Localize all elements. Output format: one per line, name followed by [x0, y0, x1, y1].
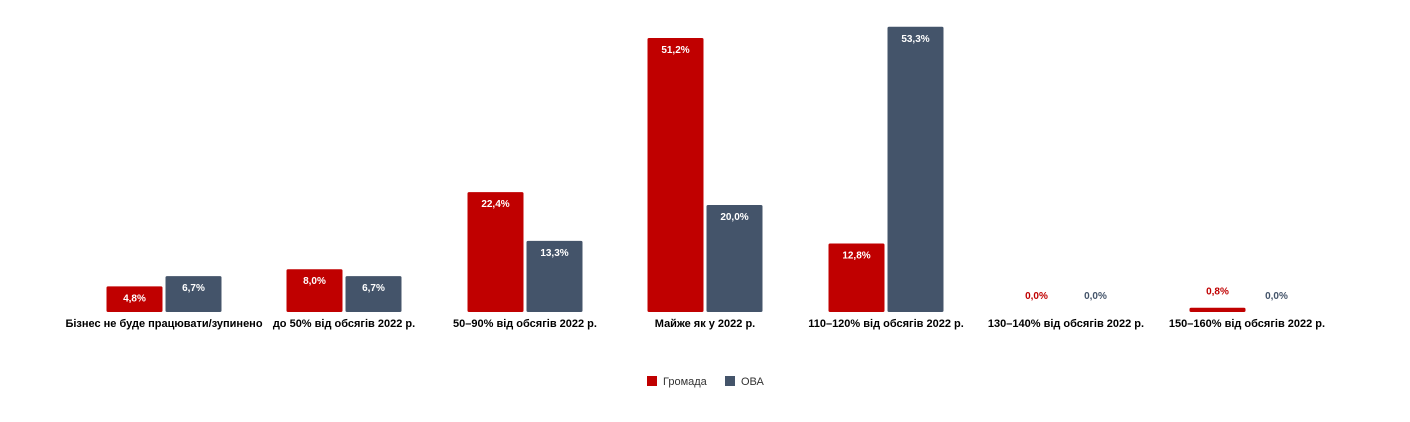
category-label-2: 50–90% від обсягів 2022 р.	[453, 318, 597, 330]
bar-hromada-3	[647, 38, 704, 312]
bar-hromada-4	[828, 243, 885, 312]
category-label-4: 110–120% від обсягів 2022 р.	[808, 318, 964, 330]
bar-ova-2	[526, 240, 583, 312]
value-label-hromada-6: 0,8%	[1206, 287, 1229, 298]
value-label-ova-2: 13,3%	[540, 248, 568, 259]
bar-ova-0	[165, 276, 222, 312]
bar-ova-3	[706, 204, 763, 312]
bar-hromada-2	[467, 192, 524, 312]
value-label-ova-0: 6,7%	[182, 283, 205, 294]
value-label-ova-3: 20,0%	[720, 212, 748, 223]
legend: Громада ОВА	[647, 376, 765, 388]
category-label-5: 130–140% від обсягів 2022 р.	[988, 318, 1144, 330]
legend-label-ova: ОВА	[741, 376, 765, 388]
category-label-1: до 50% від обсягів 2022 р.	[273, 318, 415, 330]
bar-hromada-1	[286, 269, 343, 312]
value-label-hromada-0: 4,8%	[123, 293, 146, 304]
value-label-hromada-3: 51,2%	[661, 45, 689, 56]
bar-ova-1	[345, 276, 402, 312]
value-label-ova-1: 6,7%	[362, 283, 385, 294]
bar-ova-4	[887, 26, 944, 312]
value-label-ova-5: 0,0%	[1084, 291, 1107, 302]
category-label-3: Майже як у 2022 р.	[655, 318, 755, 330]
legend-label-hromada: Громада	[663, 376, 708, 388]
value-label-ova-6: 0,0%	[1265, 291, 1288, 302]
value-label-hromada-1: 8,0%	[303, 276, 326, 287]
bar-hromada-6	[1189, 307, 1246, 312]
value-label-hromada-5: 0,0%	[1025, 291, 1048, 302]
category-label-6: 150–160% від обсягів 2022 р.	[1169, 318, 1325, 330]
value-label-hromada-4: 12,8%	[842, 251, 870, 262]
value-labels-group: 4,8% 6,7% 8,0% 6,7% 22,4% 13,3% 51,2% 20,0% 12,8…	[123, 34, 1288, 305]
legend-swatch-ova	[725, 376, 735, 386]
bars-group	[106, 26, 1246, 312]
category-label-0: Бізнес не буде працювати/зупинено	[65, 318, 262, 330]
value-label-ova-4: 53,3%	[901, 34, 929, 45]
bar-hromada-0	[106, 286, 163, 312]
value-label-hromada-2: 22,4%	[481, 199, 509, 210]
category-labels-group: Бізнес не буде працювати/зупинено до 50% …	[65, 318, 1325, 330]
legend-swatch-hromada	[647, 376, 657, 386]
